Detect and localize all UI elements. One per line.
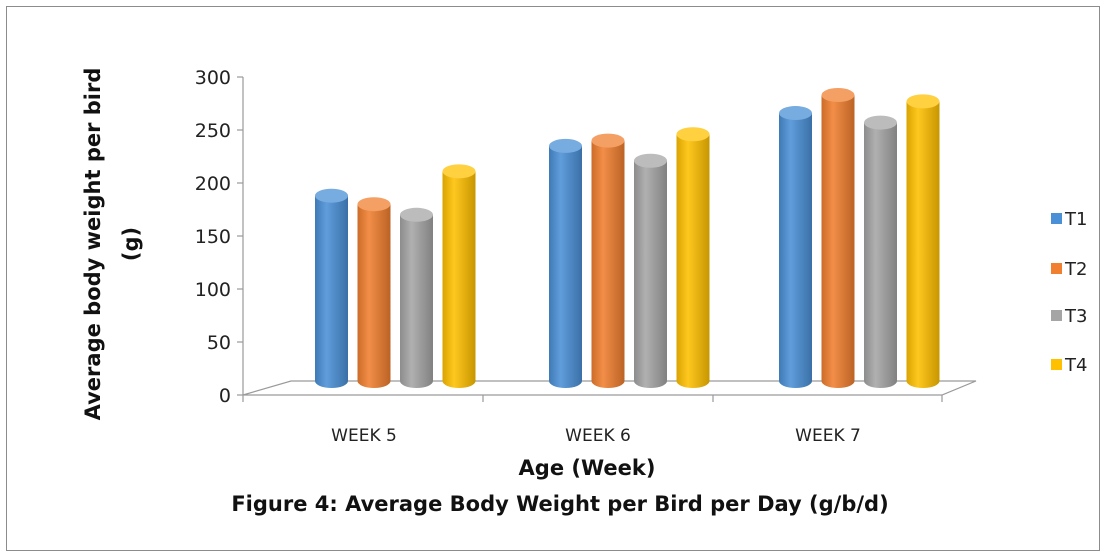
bar-t2-week-6: [591, 133, 625, 388]
bar-body: [864, 122, 897, 388]
bar-top: [821, 88, 855, 103]
bar-body: [591, 140, 625, 388]
bar-top: [591, 133, 625, 148]
y-tick-label: 250: [195, 120, 231, 142]
bar-body: [906, 101, 940, 388]
legend-label: T1: [1064, 209, 1087, 230]
bar-body: [400, 214, 433, 388]
bar-t3-week-7: [864, 115, 897, 388]
y-tick-label: 300: [195, 67, 231, 89]
x-tick-labels: WEEK 5 WEEK 6 WEEK 7: [331, 426, 861, 446]
bars: [315, 88, 940, 389]
bar-t4-week-7: [906, 94, 940, 388]
bar-top: [864, 115, 897, 130]
legend-label: T2: [1064, 259, 1087, 280]
legend-item-t3: T3: [1051, 306, 1087, 327]
bar-top: [906, 94, 940, 109]
bar-top: [315, 188, 348, 203]
x-axis-title: Age (Week): [519, 456, 656, 480]
bar-body: [442, 171, 476, 388]
x-tick-label: WEEK 7: [795, 426, 861, 446]
legend-item-t4: T4: [1051, 355, 1087, 376]
y-tick-label: 100: [195, 279, 231, 301]
bar-body: [821, 95, 855, 389]
bar-body: [676, 134, 710, 388]
bar-t4-week-5: [442, 164, 476, 388]
y-axis: [237, 76, 943, 402]
bar-top: [634, 153, 667, 168]
legend-swatch: [1051, 359, 1062, 370]
legend-label: T4: [1064, 355, 1087, 376]
legend-item-t2: T2: [1051, 259, 1087, 280]
y-tick-labels: 0 50 100 150 200 250 300: [195, 67, 231, 407]
bar-top: [400, 207, 433, 222]
legend-swatch: [1051, 310, 1062, 321]
legend-item-t1: T1: [1051, 209, 1087, 230]
bar-body: [779, 113, 812, 388]
figure-caption: Figure 4: Average Body Weight per Bird p…: [231, 492, 888, 516]
legend: T1 T2 T3 T4: [1051, 209, 1087, 376]
y-axis-title-line-1: Average body weight per bird: [81, 68, 105, 421]
x-tick-label: WEEK 5: [331, 426, 397, 446]
legend-swatch: [1051, 213, 1062, 224]
bar-top: [549, 138, 582, 153]
bar-t1-week-5: [315, 188, 348, 388]
bar-t2-week-5: [357, 197, 391, 388]
bar-body: [549, 145, 582, 388]
bar-body: [315, 195, 348, 388]
bar-body: [634, 160, 667, 388]
y-tick-label: 0: [219, 385, 231, 407]
y-tick-label: 200: [195, 173, 231, 195]
bar-t4-week-6: [676, 127, 710, 388]
bar-t1-week-6: [549, 138, 582, 388]
bar-top: [442, 164, 476, 179]
y-tick-label: 50: [207, 332, 231, 354]
bar-t3-week-5: [400, 207, 433, 388]
bar-top: [779, 106, 812, 121]
bar-body: [357, 204, 391, 388]
x-tick-label: WEEK 6: [565, 426, 631, 446]
bar-t1-week-7: [779, 106, 812, 388]
bar-t3-week-6: [634, 153, 667, 388]
bar-top: [676, 127, 710, 142]
bar-top: [357, 197, 391, 212]
y-axis-title-line-2: (g): [119, 227, 143, 261]
bar-t2-week-7: [821, 88, 855, 389]
legend-label: T3: [1064, 306, 1087, 327]
legend-swatch: [1051, 263, 1062, 274]
y-tick-label: 150: [195, 226, 231, 248]
